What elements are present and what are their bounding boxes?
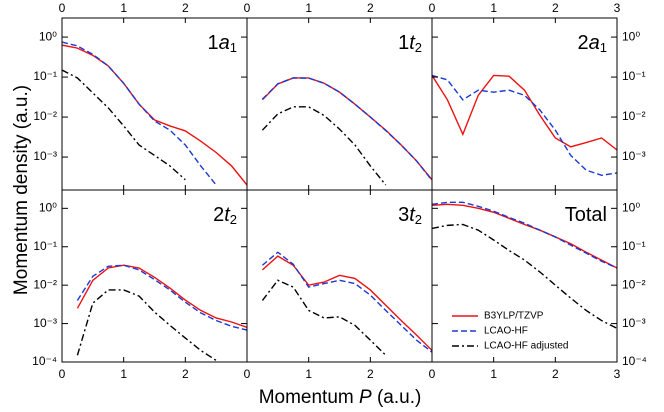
x-label-text: Momentum	[259, 387, 359, 408]
x-tick-label: 1	[305, 1, 312, 15]
y-tick-label: 10⁻³	[33, 316, 57, 330]
x-axis-label: Momentum P (a.u.)	[259, 387, 422, 408]
series-line	[432, 203, 617, 269]
y-tick-label: 10⁻⁴	[32, 354, 57, 368]
y-tick-label: 10⁻²	[33, 277, 57, 291]
series-line	[261, 77, 432, 181]
x-tick-label: 1	[305, 367, 312, 381]
x-tick-label: 1	[490, 367, 497, 381]
panel-label-part: t	[224, 204, 231, 226]
series-line	[76, 264, 247, 331]
series-line	[432, 74, 617, 176]
series-line	[261, 106, 387, 186]
panel-label: Total	[565, 204, 607, 226]
y-tick-label: 10⁰	[39, 29, 57, 43]
y-tick-label: 10⁻²	[622, 109, 646, 123]
legend-label: LCAO-HF adjusted	[484, 341, 568, 352]
panel-label-part: 2	[213, 204, 224, 226]
series-line	[62, 44, 247, 186]
panel-label-part: 2	[415, 40, 422, 55]
x-tick-label: 2	[367, 367, 374, 381]
y-tick-label: 10⁰	[622, 201, 640, 215]
panel-label: 1a1	[208, 32, 237, 55]
panel-label-part: 1	[208, 32, 219, 54]
y-tick-label: 10⁻³	[33, 149, 57, 163]
y-tick-label: 10⁰	[39, 201, 57, 215]
series-line	[62, 41, 217, 186]
series-line	[432, 74, 617, 151]
series-line	[76, 289, 217, 361]
x-tick-label: 0	[244, 367, 251, 381]
panel-label-part: 1	[230, 40, 237, 55]
panel-label: 2t2	[213, 204, 237, 227]
legend-label: LCAO-HF	[484, 326, 528, 337]
x-tick-label: 2	[182, 367, 189, 381]
panel-label-part: 1	[398, 32, 409, 54]
y-tick-label: 10⁻²	[33, 109, 57, 123]
series-line	[432, 223, 617, 330]
panel-label-part: 2	[578, 32, 589, 54]
x-tick-label: 0	[59, 367, 66, 381]
x-tick-label: 2	[182, 1, 189, 15]
y-axis-label: Momentum density (a.u.)	[11, 85, 32, 295]
series-line	[261, 251, 432, 353]
x-tick-label: 2	[367, 1, 374, 15]
y-tick-label: 10⁻¹	[33, 69, 57, 83]
series-line	[76, 264, 247, 328]
x-tick-label: 2	[552, 1, 559, 15]
series-line	[432, 201, 617, 269]
x-tick-label: 1	[120, 367, 127, 381]
panel-label: 3t2	[398, 204, 422, 227]
series-line	[62, 69, 186, 181]
panel-label: 1t2	[398, 32, 422, 55]
series-line	[261, 77, 432, 181]
panel-label-part: Total	[565, 204, 607, 226]
y-tick-label: 10⁻⁴	[622, 354, 647, 368]
panel-label-part: 2	[415, 212, 422, 227]
panel-label-part: 3	[398, 204, 409, 226]
series-line	[261, 279, 387, 356]
panel-label-part: 2	[230, 212, 237, 227]
x-tick-label: 1	[120, 1, 127, 15]
series-line	[261, 255, 432, 351]
x-tick-label: 0	[59, 1, 66, 15]
y-tick-label: 10⁻¹	[622, 239, 646, 253]
x-tick-label: 2	[552, 367, 559, 381]
panel-label-part: a	[219, 32, 230, 54]
panel-label-part: t	[409, 32, 416, 54]
y-tick-label: 10⁻¹	[622, 69, 646, 83]
panel-label-part: t	[409, 204, 416, 226]
panel-label-part: 1	[600, 40, 607, 55]
legend-label: B3YLP/TZVP	[484, 311, 544, 322]
x-tick-label: 1	[490, 1, 497, 15]
y-tick-label: 10⁻¹	[33, 239, 57, 253]
y-tick-label: 10⁻³	[622, 316, 646, 330]
x-tick-label: 0	[244, 1, 251, 15]
y-tick-label: 10⁰	[622, 29, 640, 43]
x-label-unit: (a.u.)	[372, 387, 422, 408]
x-tick-label: 3	[614, 367, 621, 381]
panel-label-part: a	[589, 32, 600, 54]
x-tick-label: 0	[429, 367, 436, 381]
y-tick-label: 10⁻³	[622, 149, 646, 163]
x-tick-label: 0	[429, 1, 436, 15]
x-tick-label: 3	[614, 1, 621, 15]
x-label-var: P	[359, 387, 372, 408]
panel-frame	[431, 189, 618, 363]
panel-label: 2a1	[578, 32, 607, 55]
y-tick-label: 10⁻²	[622, 277, 646, 291]
